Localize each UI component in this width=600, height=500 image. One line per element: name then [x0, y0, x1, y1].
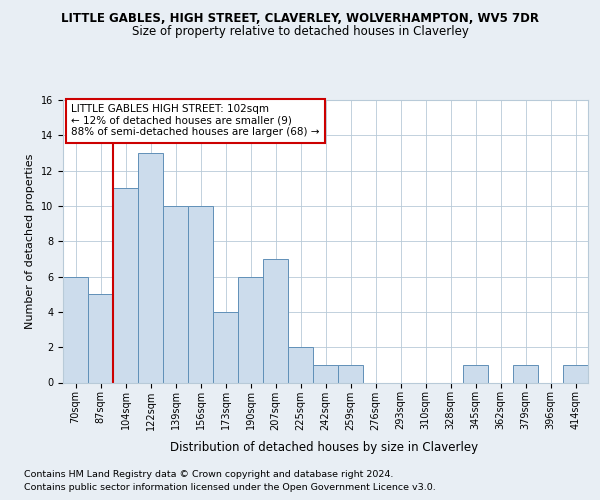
Text: LITTLE GABLES HIGH STREET: 102sqm
← 12% of detached houses are smaller (9)
88% o: LITTLE GABLES HIGH STREET: 102sqm ← 12% …	[71, 104, 319, 138]
Bar	[263, 259, 288, 382]
Bar	[313, 365, 338, 382]
Bar	[63, 276, 88, 382]
Bar	[213, 312, 238, 382]
Text: Contains HM Land Registry data © Crown copyright and database right 2024.: Contains HM Land Registry data © Crown c…	[24, 470, 394, 479]
Bar	[238, 276, 263, 382]
Y-axis label: Number of detached properties: Number of detached properties	[25, 154, 35, 329]
Bar	[138, 153, 163, 382]
Bar	[113, 188, 138, 382]
Bar	[288, 347, 313, 382]
Bar	[463, 365, 488, 382]
Text: Contains public sector information licensed under the Open Government Licence v3: Contains public sector information licen…	[24, 482, 436, 492]
Bar	[88, 294, 113, 382]
Bar	[338, 365, 363, 382]
Text: Distribution of detached houses by size in Claverley: Distribution of detached houses by size …	[170, 441, 478, 454]
Text: LITTLE GABLES, HIGH STREET, CLAVERLEY, WOLVERHAMPTON, WV5 7DR: LITTLE GABLES, HIGH STREET, CLAVERLEY, W…	[61, 12, 539, 26]
Bar	[188, 206, 213, 382]
Bar	[563, 365, 588, 382]
Bar	[513, 365, 538, 382]
Bar	[163, 206, 188, 382]
Text: Size of property relative to detached houses in Claverley: Size of property relative to detached ho…	[131, 25, 469, 38]
